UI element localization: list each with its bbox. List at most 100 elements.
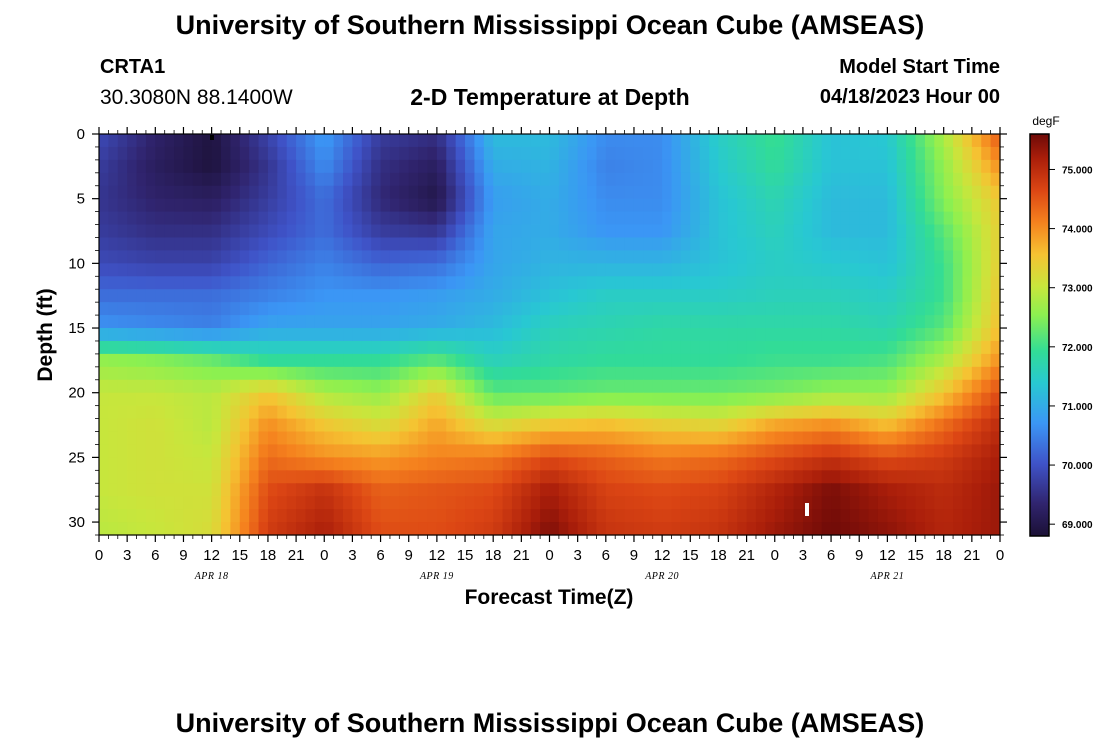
heatmap-cell [971,418,982,433]
heatmap-cell [408,276,419,290]
heatmap-cell [718,224,729,239]
heatmap-cell [192,237,203,252]
heatmap-cell [314,418,325,433]
heatmap-cell [840,328,851,342]
heatmap-cell [399,405,410,420]
heatmap-cell [877,431,888,446]
y-tick-label: 20 [68,385,85,402]
heatmap-cell [314,250,325,264]
heatmap-cell [540,431,551,446]
heatmap-cell [990,405,1001,420]
heatmap-cell [906,392,917,407]
heatmap-cell [727,302,738,316]
heatmap-cell [408,146,419,161]
heatmap-cell [164,250,175,264]
heatmap-cell [249,405,260,420]
heatmap-cell [633,315,644,329]
heatmap-cell [746,457,757,471]
heatmap-cell [145,392,156,407]
heatmap-cell [699,276,710,290]
heatmap-cell [943,405,954,420]
heatmap-cell [690,457,701,471]
heatmap-cell [662,457,673,471]
heatmap-cell [540,483,551,497]
heatmap-cell [568,211,579,226]
heatmap-cell [953,134,964,148]
heatmap-cell [821,366,832,381]
heatmap-cell [643,405,654,420]
heatmap-cell [117,315,128,329]
heatmap-cell [990,366,1001,381]
heatmap-cell [483,237,494,252]
heatmap-cell [624,483,635,497]
heatmap-cell [690,146,701,161]
heatmap-cell [568,328,579,342]
heatmap-cell [868,302,879,316]
heatmap-cell [389,483,400,497]
heatmap-cell [709,366,720,381]
heatmap-cell [221,315,231,329]
heatmap-cell [587,263,598,277]
heatmap-cell [915,276,926,290]
heatmap-cell [793,444,804,458]
heatmap-cell [352,379,363,394]
x-axis: 0 3 6 9 12 15 18 21 0 3 6 9 12 15 18 21 0 3 6 9 12 15 18 21 0 3 6 9… [95,127,1004,582]
heatmap-cell [127,392,138,407]
heatmap-cell [859,444,870,458]
heatmap-cell [934,172,945,187]
heatmap-cell [221,302,231,316]
heatmap-cell [239,379,250,394]
heatmap-cell [615,185,626,200]
heatmap-cell [727,379,738,394]
heatmap-cell [502,159,513,174]
heatmap-cell [361,263,372,277]
heatmap-cell [812,211,823,226]
heatmap-cell [831,185,842,200]
heatmap-cell [746,379,757,394]
heatmap-cell [352,522,363,536]
heatmap-cell [643,302,654,316]
heatmap-cell [558,431,569,446]
heatmap-cell [277,431,288,446]
heatmap-cell [286,159,297,174]
heatmap-cell [615,315,626,329]
x-tick-label: 9 [630,547,638,564]
heatmap-cell [511,146,522,161]
heatmap-cell [737,211,748,226]
heatmap-cell [596,366,607,381]
heatmap-cell [662,340,673,355]
heatmap-cell [249,379,260,394]
heatmap-cell [643,353,654,368]
heatmap-cell [249,457,260,471]
heatmap-cell [859,418,870,433]
heatmap-cell [436,353,447,368]
heatmap-cell [465,315,476,329]
heatmap-cell [540,159,551,174]
heatmap-cell [277,237,288,252]
heatmap-cell [249,444,260,458]
heatmap-cell [568,353,579,368]
heatmap-cell [887,146,898,161]
heatmap-cell [352,224,363,239]
heatmap-cell [934,483,945,497]
heatmap-cell [981,522,992,536]
heatmap-cell [99,134,109,148]
heatmap-cell [690,250,701,264]
heatmap-cell [793,418,804,433]
heatmap-cell [812,470,823,484]
heatmap-cell [474,379,485,394]
heatmap-cell [164,483,175,497]
heatmap-cell [831,509,842,523]
heatmap-cell [136,418,147,433]
heatmap-cell [455,315,466,329]
heatmap-cell [605,444,616,458]
heatmap-cell [155,159,166,174]
heatmap-cell [699,340,710,355]
heatmap-cell [709,146,720,161]
heatmap-cell [737,302,748,316]
heatmap-cell [427,250,438,264]
heatmap-cell [380,405,391,420]
heatmap-cell [587,496,598,510]
heatmap-cell [521,224,532,239]
heatmap-cell [849,328,860,342]
